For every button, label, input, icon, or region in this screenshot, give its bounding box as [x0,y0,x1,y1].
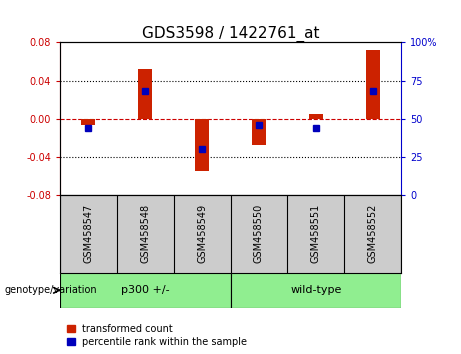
Bar [309,114,323,119]
Bar [252,119,266,145]
Text: genotype/variation: genotype/variation [5,285,97,295]
Legend: transformed count, percentile rank within the sample: transformed count, percentile rank withi… [65,322,249,349]
Text: p300 +/-: p300 +/- [121,285,170,295]
Title: GDS3598 / 1422761_at: GDS3598 / 1422761_at [142,26,319,42]
Bar [60,273,230,308]
Text: GSM458552: GSM458552 [367,204,378,263]
Text: GSM458549: GSM458549 [197,204,207,263]
Text: GSM458547: GSM458547 [83,204,94,263]
Text: GSM458551: GSM458551 [311,204,321,263]
Text: wild-type: wild-type [290,285,342,295]
Text: GSM458548: GSM458548 [140,204,150,263]
Bar [230,273,401,308]
Bar [81,119,95,125]
Bar [366,50,380,119]
Bar [138,69,152,119]
Text: GSM458550: GSM458550 [254,204,264,263]
Bar [195,119,209,171]
